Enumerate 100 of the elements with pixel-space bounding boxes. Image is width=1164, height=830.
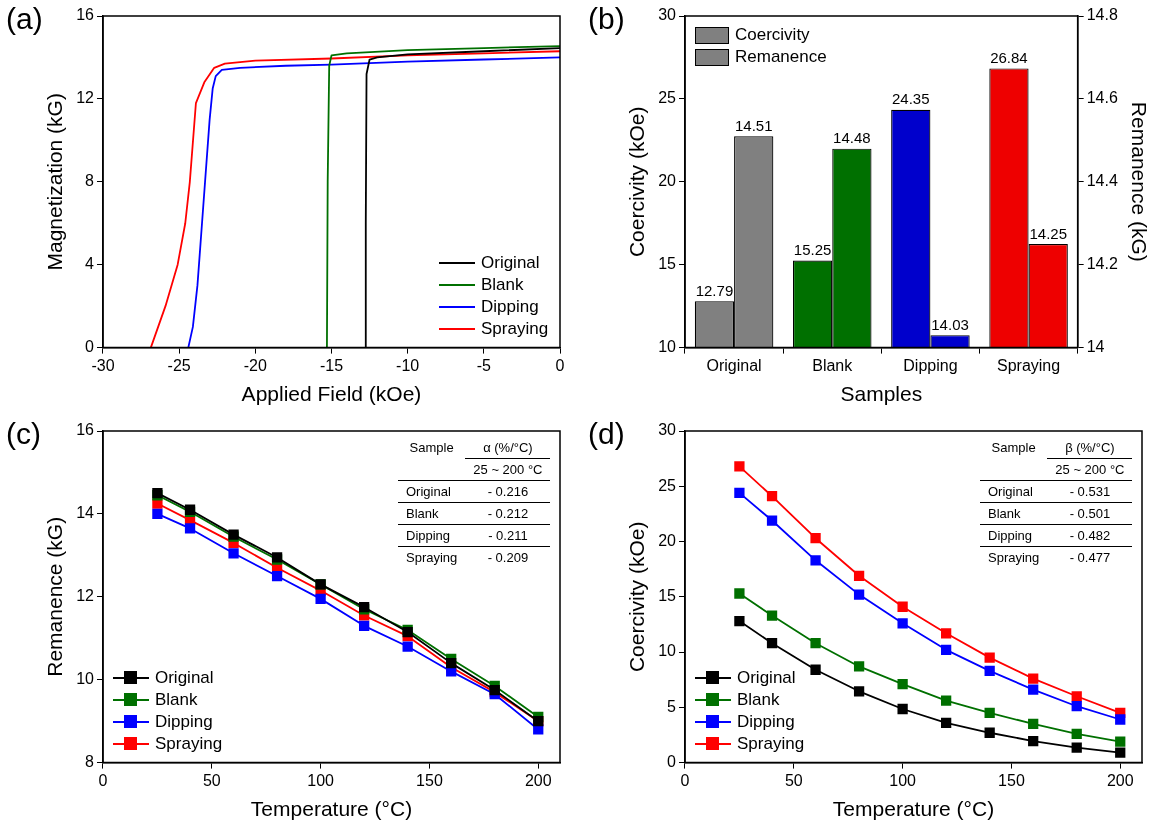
legend-label: Blank (154, 689, 198, 710)
y-tick-label: 8 (85, 172, 95, 190)
x-tick-label: 0 (680, 771, 690, 789)
y-axis-title: Remanence (kG) (43, 516, 67, 677)
y-tick-label: 10 (658, 338, 677, 356)
x-tick-label: 150 (998, 771, 1025, 789)
data-label: 26.84 (990, 49, 1028, 67)
annotation: - 0.531 (1047, 480, 1133, 503)
y-tick-label: 25 (658, 89, 677, 107)
annotation: - 0.211 (465, 524, 551, 547)
x-tick-label: Blank (812, 356, 854, 374)
y-tick-label: 0 (667, 753, 677, 771)
y-tick-label: 10 (658, 642, 677, 660)
x-tick-label: 100 (307, 771, 335, 789)
y-axis-title: Coercivity (kOe) (625, 106, 649, 258)
legend-label: Spraying (481, 318, 549, 339)
y-tick-label: 14 (76, 504, 95, 522)
y-tick-label: 20 (658, 531, 677, 549)
y-tick-label: 12 (76, 587, 95, 605)
x-tick-label: Spraying (997, 356, 1061, 374)
legend-label: Original (736, 667, 796, 688)
data-label: 14.03 (931, 315, 969, 333)
annotation: 25 ~ 200 °C (1047, 458, 1133, 481)
y-tick-label: 25 (658, 476, 677, 494)
y2-tick-label: 14.4 (1086, 172, 1118, 190)
y-tick-label: 0 (85, 338, 95, 356)
annotation: - 0.216 (465, 480, 551, 503)
y-tick-label: 5 (667, 697, 677, 715)
y2-tick-label: 14.6 (1086, 89, 1118, 107)
legend-label: Spraying (154, 733, 223, 754)
x-tick-label: -20 (243, 356, 267, 374)
y-tick-label: 16 (76, 6, 95, 24)
annotation: Blank (398, 502, 466, 525)
legend-label: Original (154, 667, 214, 688)
annotation: Blank (980, 502, 1048, 525)
x-tick-label: 200 (524, 771, 552, 789)
x-tick-label: 150 (416, 771, 443, 789)
legend-label: Dipping (736, 711, 795, 732)
chart-title: (a) (6, 2, 43, 36)
annotation: α (%/°C) (465, 437, 551, 459)
data-label: 14.48 (833, 129, 871, 147)
x-tick-label: -10 (396, 356, 420, 374)
data-label: 12.79 (695, 281, 734, 299)
legend-label: Coercivity (734, 25, 810, 45)
x-axis-title: Applied Field (kOe) (241, 382, 422, 406)
x-tick-label: -25 (167, 356, 191, 374)
annotation: 25 ~ 200 °C (465, 458, 551, 481)
y2-tick-label: 14.8 (1086, 6, 1118, 24)
annotation: Spraying (405, 549, 459, 567)
annotation: - 0.212 (465, 502, 551, 525)
x-tick-label: -30 (91, 356, 115, 374)
annotation: Dipping (398, 524, 466, 547)
x-tick-label: 50 (202, 771, 221, 789)
legend-label: Blank (736, 689, 780, 710)
chart-title: (b) (588, 2, 625, 36)
annotation: Dipping (980, 524, 1048, 547)
y-tick-label: 8 (85, 753, 95, 771)
annotation: Original (398, 480, 466, 503)
y-tick-label: 16 (76, 421, 95, 439)
annotation: β (%/°C) (1047, 437, 1133, 459)
y-tick-label: 10 (76, 670, 95, 688)
y-tick-label: 15 (658, 587, 677, 605)
y-tick-label: 30 (658, 421, 677, 439)
data-label: 24.35 (892, 90, 930, 108)
legend-label: Remanence (734, 47, 827, 67)
legend-label: Dipping (481, 296, 539, 317)
x-tick-label: 50 (784, 771, 803, 789)
y-tick-label: 15 (658, 255, 677, 273)
annotation: Sample (990, 439, 1037, 458)
data-label: 14.51 (734, 116, 773, 134)
y2-tick-label: 14 (1086, 338, 1105, 356)
chart-title: (c) (6, 417, 41, 451)
data-label: 15.25 (793, 241, 832, 259)
annotation: - 0.209 (486, 549, 530, 567)
y-axis-title: Magnetization (kG) (43, 93, 67, 271)
annotation: Spraying (987, 549, 1041, 567)
annotation: - 0.482 (1047, 524, 1133, 547)
x-tick-label: -15 (319, 356, 344, 374)
x-tick-label: Original (706, 356, 762, 374)
x-tick-label: 0 (555, 356, 565, 374)
x-tick-label: -5 (476, 356, 492, 374)
annotation: Sample (408, 439, 455, 458)
annotation: - 0.501 (1047, 502, 1133, 525)
y2-tick-label: 14.2 (1086, 255, 1118, 273)
x-axis-title: Temperature (°C) (832, 797, 995, 821)
x-tick-label: 0 (98, 771, 108, 789)
legend-label: Spraying (736, 733, 805, 754)
legend-label: Original (481, 252, 540, 273)
y-tick-label: 20 (658, 172, 677, 190)
y2-axis-title: Remanence (kG) (1127, 101, 1151, 262)
x-tick-label: 200 (1106, 771, 1134, 789)
y-axis-title: Coercivity (kOe) (625, 521, 649, 673)
chart-title: (d) (588, 417, 625, 451)
y-tick-label: 4 (85, 255, 95, 273)
y-tick-label: 30 (658, 6, 677, 24)
x-axis-title: Temperature (°C) (250, 797, 413, 821)
data-label: 14.25 (1029, 224, 1067, 242)
x-tick-label: 100 (889, 771, 917, 789)
legend-label: Blank (481, 274, 524, 295)
legend-label: Dipping (154, 711, 213, 732)
